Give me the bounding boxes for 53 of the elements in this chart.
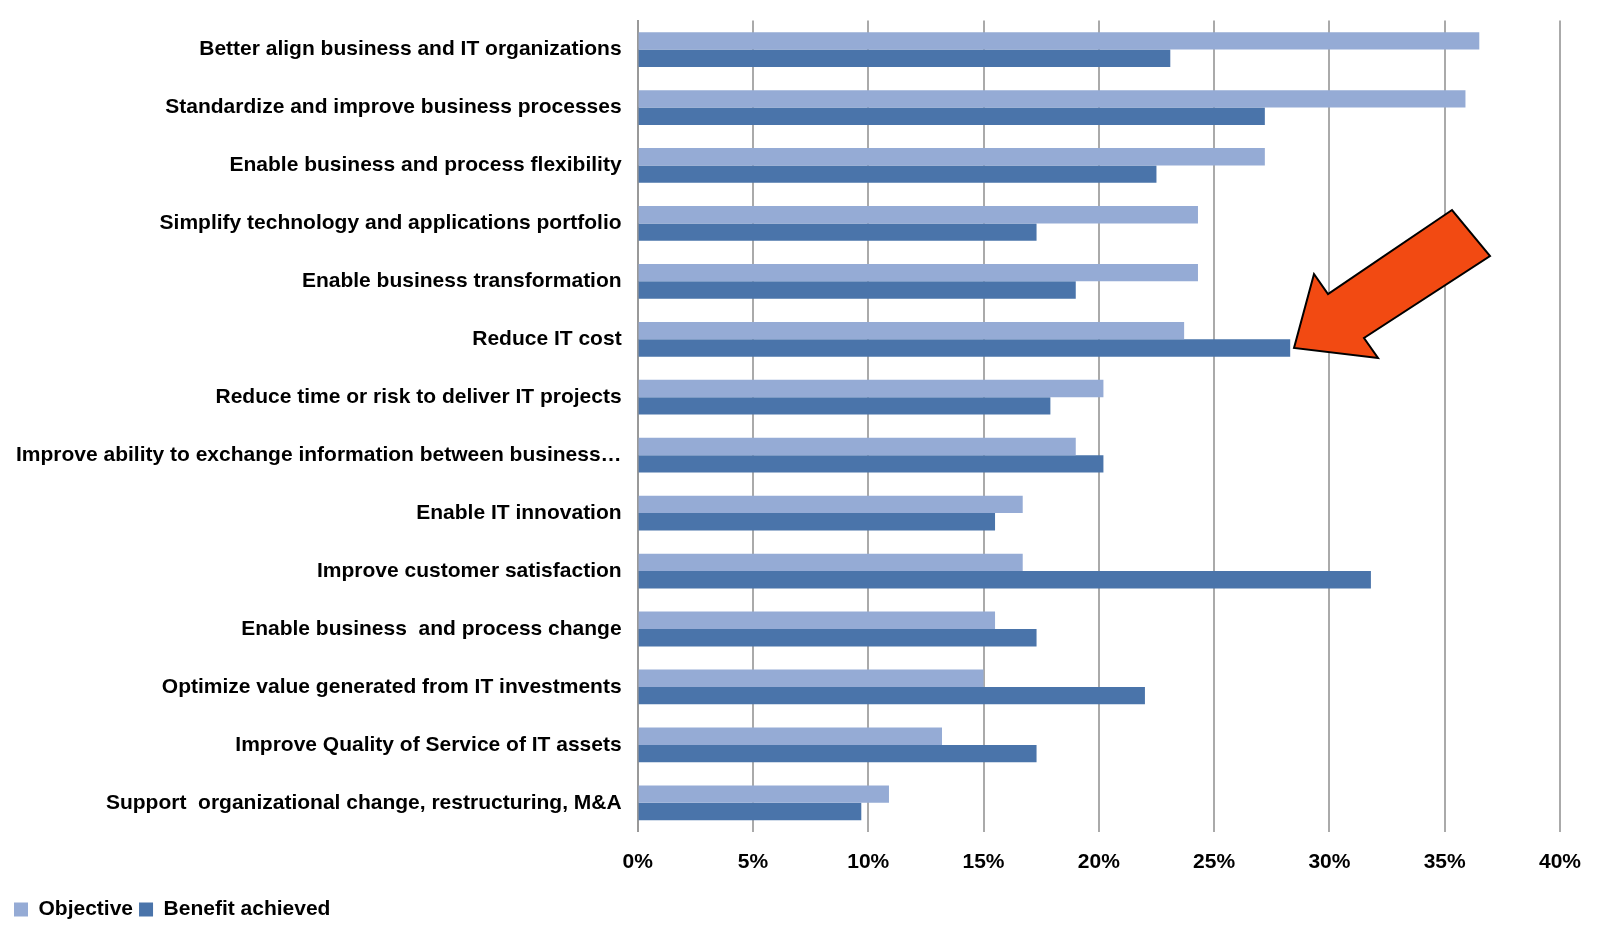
x-tick-label: 20% — [1077, 849, 1121, 873]
x-tick-label: 10% — [847, 849, 890, 873]
bar — [638, 744, 1037, 763]
y-tick-label: Improve customer satisfaction — [317, 557, 622, 581]
bar — [638, 553, 1023, 572]
x-tick-label: 0% — [622, 849, 654, 873]
y-tick-label: Reduce IT cost — [472, 326, 622, 350]
bar — [638, 148, 1265, 166]
bar — [638, 513, 996, 531]
bar — [638, 437, 1076, 456]
legend-label: Objective — [38, 896, 134, 920]
bar — [638, 223, 1037, 241]
y-tick-label: Improve Quality of Service of IT assets — [235, 731, 622, 755]
bar — [638, 397, 1051, 415]
bar — [638, 629, 1037, 647]
y-tick-label: Optimize value generated from IT investments — [161, 673, 622, 697]
y-tick-label: Standardize and improve business processes — [165, 94, 622, 118]
bar — [638, 686, 1145, 705]
bar — [638, 263, 1198, 282]
bar — [638, 165, 1157, 183]
y-tick-label: Better align business and IT organizations — [199, 36, 622, 60]
bar — [638, 281, 1076, 299]
y-tick-label: Simplify technology and applications portfolio — [159, 210, 622, 234]
bar — [638, 321, 1185, 340]
bar — [638, 90, 1466, 108]
bar — [638, 495, 1023, 514]
y-tick-label: Enable business and process flexibility — [229, 152, 622, 176]
bar — [638, 455, 1104, 473]
bar — [638, 49, 1171, 67]
x-tick-label: 5% — [737, 849, 769, 873]
legend-label: Benefit achieved — [163, 896, 331, 920]
bar — [638, 32, 1480, 50]
bar — [638, 669, 984, 687]
y-tick-label: Improve ability to exchange information between business… — [15, 441, 622, 465]
bar — [638, 802, 862, 821]
y-tick-label: Reduce time or risk to deliver IT projects — [215, 384, 622, 408]
y-tick-label: Support organizational change, restructuring, M&A — [105, 789, 622, 813]
x-tick-label: 40% — [1538, 849, 1582, 873]
x-tick-label: 15% — [962, 849, 1005, 873]
bar — [638, 727, 943, 745]
x-tick-label: 25% — [1193, 849, 1236, 873]
bar — [638, 379, 1104, 398]
y-tick-label: Enable IT innovation — [416, 499, 622, 523]
bar — [638, 206, 1198, 224]
y-tick-label: Enable business and process change — [241, 615, 622, 639]
y-tick-label: Enable business transformation — [301, 268, 622, 292]
bar — [638, 107, 1265, 125]
bar — [638, 339, 1291, 357]
bar — [638, 785, 889, 803]
x-tick-label: 35% — [1423, 849, 1467, 873]
bar — [638, 571, 1371, 589]
bar — [638, 611, 996, 629]
x-tick-label: 30% — [1308, 849, 1351, 873]
